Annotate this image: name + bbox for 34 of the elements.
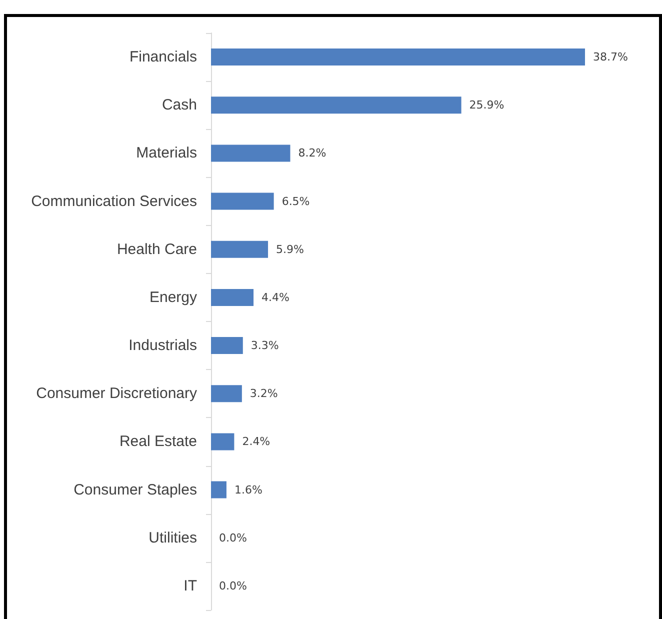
data-label: 0.0% xyxy=(219,531,247,544)
data-label: 2.4% xyxy=(242,435,270,448)
y-tick-label: Industrials xyxy=(128,337,197,354)
y-tick-label: Cash xyxy=(162,96,197,114)
bar xyxy=(211,96,462,114)
y-tick-label: Energy xyxy=(149,288,198,306)
data-label: 8.2% xyxy=(298,146,326,160)
data-label: 25.9% xyxy=(469,98,504,112)
y-tick-label: IT xyxy=(184,577,197,594)
data-label: 38.7% xyxy=(593,50,628,64)
data-label: 0.0% xyxy=(219,579,247,592)
y-tick-label: Materials xyxy=(136,144,197,162)
y-tick-label: Health Care xyxy=(116,240,197,258)
bar xyxy=(211,481,226,498)
bar xyxy=(211,144,290,162)
bar xyxy=(211,433,234,450)
y-tick-label: Consumer Staples xyxy=(74,481,197,498)
y-tick-label: Financials xyxy=(129,48,197,66)
bar xyxy=(211,288,254,306)
y-tick-label: Consumer Discretionary xyxy=(36,385,198,402)
data-label: 3.2% xyxy=(250,387,278,400)
y-tick-label: Communication Services xyxy=(31,192,197,210)
bar xyxy=(211,48,585,66)
data-label: 3.3% xyxy=(250,339,279,352)
y-tick-label: Real Estate xyxy=(119,433,197,450)
data-label: 5.9% xyxy=(276,242,304,256)
bar xyxy=(211,192,274,210)
data-label: 1.6% xyxy=(234,483,262,496)
bar xyxy=(211,385,242,402)
data-label: 4.4% xyxy=(262,290,290,304)
bar xyxy=(211,240,268,258)
bar xyxy=(211,337,243,354)
y-tick-label: Utilities xyxy=(148,529,197,546)
data-label: 6.5% xyxy=(282,194,310,208)
